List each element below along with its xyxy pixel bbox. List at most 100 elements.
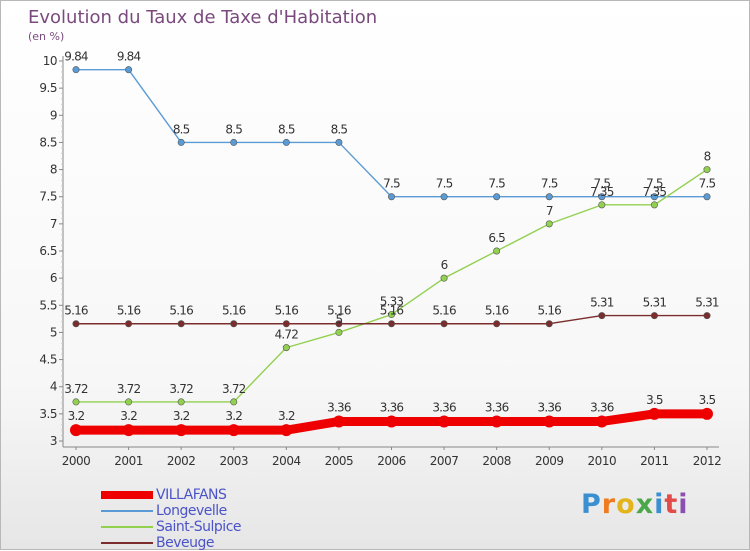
legend-item-beveuge: Beveuge (101, 535, 241, 551)
data-point-beveuge (493, 320, 501, 328)
data-label-villafans: 3.2 (68, 409, 85, 423)
data-point-longevelle (125, 66, 133, 74)
data-label-longevelle: 7.5 (436, 177, 453, 191)
data-point-beveuge (282, 320, 290, 328)
data-point-villafans (490, 415, 503, 428)
data-label-saint-sulpice: 8 (704, 150, 711, 164)
data-label-saint-sulpice: 7.35 (643, 185, 667, 199)
data-label-beveuge: 5.16 (117, 304, 141, 318)
series-line-saint-sulpice (75, 168, 708, 403)
data-label-longevelle: 8.5 (278, 122, 295, 136)
y-tick-label: 5 (50, 325, 57, 339)
data-label-saint-sulpice: 3.72 (222, 382, 246, 396)
data-label-villafans: 3.36 (432, 400, 456, 414)
legend-item-villafans: VILLAFANS (101, 487, 241, 503)
data-point-longevelle (177, 138, 185, 146)
chart-title: Evolution du Taux de Taxe d'Habitation (28, 7, 378, 28)
data-label-beveuge: 5.16 (380, 304, 404, 318)
data-point-villafans (122, 424, 135, 437)
legend-swatch (101, 526, 153, 528)
y-tick-label: 9.5 (39, 81, 57, 95)
y-tick-label: 7 (50, 217, 57, 231)
data-label-saint-sulpice: 7.35 (590, 185, 614, 199)
x-tick-label: 2005 (325, 454, 354, 468)
data-label-longevelle: 7.5 (699, 177, 716, 191)
line-chart: 3 3.5 4 4.5 5 5.5 6 6.5 7 7.5 8 8.5 9 9.5 10 2000 2001 20… (39, 50, 721, 468)
data-label-beveuge: 5.16 (327, 304, 351, 318)
data-point-longevelle (598, 193, 606, 201)
data-label-saint-sulpice: 4.72 (275, 328, 299, 342)
data-point-saint-sulpice (650, 201, 658, 209)
data-point-villafans (385, 415, 398, 428)
legend-swatch (101, 542, 153, 544)
data-point-longevelle (545, 193, 553, 201)
data-point-villafans (175, 424, 188, 437)
y-tick-label: 10 (43, 54, 57, 68)
x-tick-label: 2003 (219, 454, 248, 468)
data-label-longevelle: 7.5 (541, 177, 558, 191)
data-point-beveuge (72, 320, 80, 328)
data-label-beveuge: 5.16 (64, 304, 88, 318)
proxiti-logo: Proxiti (581, 489, 689, 520)
data-point-beveuge (125, 320, 133, 328)
legend-label: VILLAFANS (156, 487, 227, 503)
data-point-longevelle (650, 193, 658, 201)
data-label-longevelle: 7.5 (488, 177, 505, 191)
data-label-villafans: 3.2 (120, 409, 137, 423)
data-point-villafans (280, 424, 293, 437)
legend-label: Beveuge (156, 535, 215, 551)
data-point-saint-sulpice (493, 247, 501, 255)
x-tick-label: 2011 (640, 454, 669, 468)
data-label-beveuge: 5.16 (275, 304, 299, 318)
data-point-longevelle (440, 193, 448, 201)
data-point-villafans (595, 415, 608, 428)
data-point-beveuge (230, 320, 238, 328)
data-point-beveuge (177, 320, 185, 328)
y-tick-label: 8.5 (39, 135, 57, 149)
data-label-saint-sulpice: 5.33 (380, 295, 404, 309)
data-label-villafans: 3.36 (327, 400, 351, 414)
data-label-villafans: 3.2 (173, 409, 190, 423)
data-label-saint-sulpice: 6 (441, 258, 448, 272)
data-label-saint-sulpice: 3.72 (117, 382, 141, 396)
data-label-villafans: 3.2 (278, 409, 295, 423)
data-point-saint-sulpice (177, 398, 185, 406)
y-tick-label: 7.5 (39, 190, 57, 204)
data-point-longevelle (335, 138, 343, 146)
data-label-villafans: 3.2 (225, 409, 242, 423)
data-point-villafans (648, 407, 661, 420)
data-label-longevelle: 7.5 (593, 177, 610, 191)
data-point-beveuge (650, 312, 658, 320)
x-tick-label: 2000 (62, 454, 91, 468)
data-point-villafans (332, 415, 345, 428)
data-point-villafans (438, 415, 451, 428)
legend-label: Longevelle (156, 503, 227, 519)
y-tick-label: 8 (50, 163, 57, 177)
data-point-beveuge (598, 312, 606, 320)
data-label-beveuge: 5.16 (222, 304, 246, 318)
data-point-longevelle (72, 66, 80, 74)
data-point-longevelle (282, 138, 290, 146)
data-point-saint-sulpice (598, 201, 606, 209)
legend: VILLAFANS Longevelle Saint-Sulpice Beveuge (101, 487, 242, 551)
data-label-longevelle: 7.5 (383, 177, 400, 191)
data-point-saint-sulpice (230, 398, 238, 406)
data-label-saint-sulpice: 3.72 (169, 382, 193, 396)
data-label-villafans: 3.36 (485, 400, 509, 414)
x-tick-label: 2007 (430, 454, 459, 468)
data-point-beveuge (335, 320, 343, 328)
data-point-villafans (543, 415, 556, 428)
data-label-saint-sulpice: 5 (335, 312, 342, 326)
data-label-longevelle: 8.5 (173, 122, 190, 136)
x-tick-label: 2002 (167, 454, 196, 468)
data-label-longevelle: 7.5 (646, 177, 663, 191)
y-tick-label: 3 (50, 434, 57, 448)
chart-unit: (en %) (28, 30, 65, 43)
x-tick-label: 2010 (588, 454, 617, 468)
data-label-villafans: 3.36 (590, 400, 614, 414)
x-tick-label: 2008 (482, 454, 511, 468)
data-point-beveuge (703, 312, 711, 320)
y-tick-label: 4 (50, 380, 57, 394)
data-label-longevelle: 8.5 (225, 122, 242, 136)
x-tick-label: 2009 (535, 454, 564, 468)
